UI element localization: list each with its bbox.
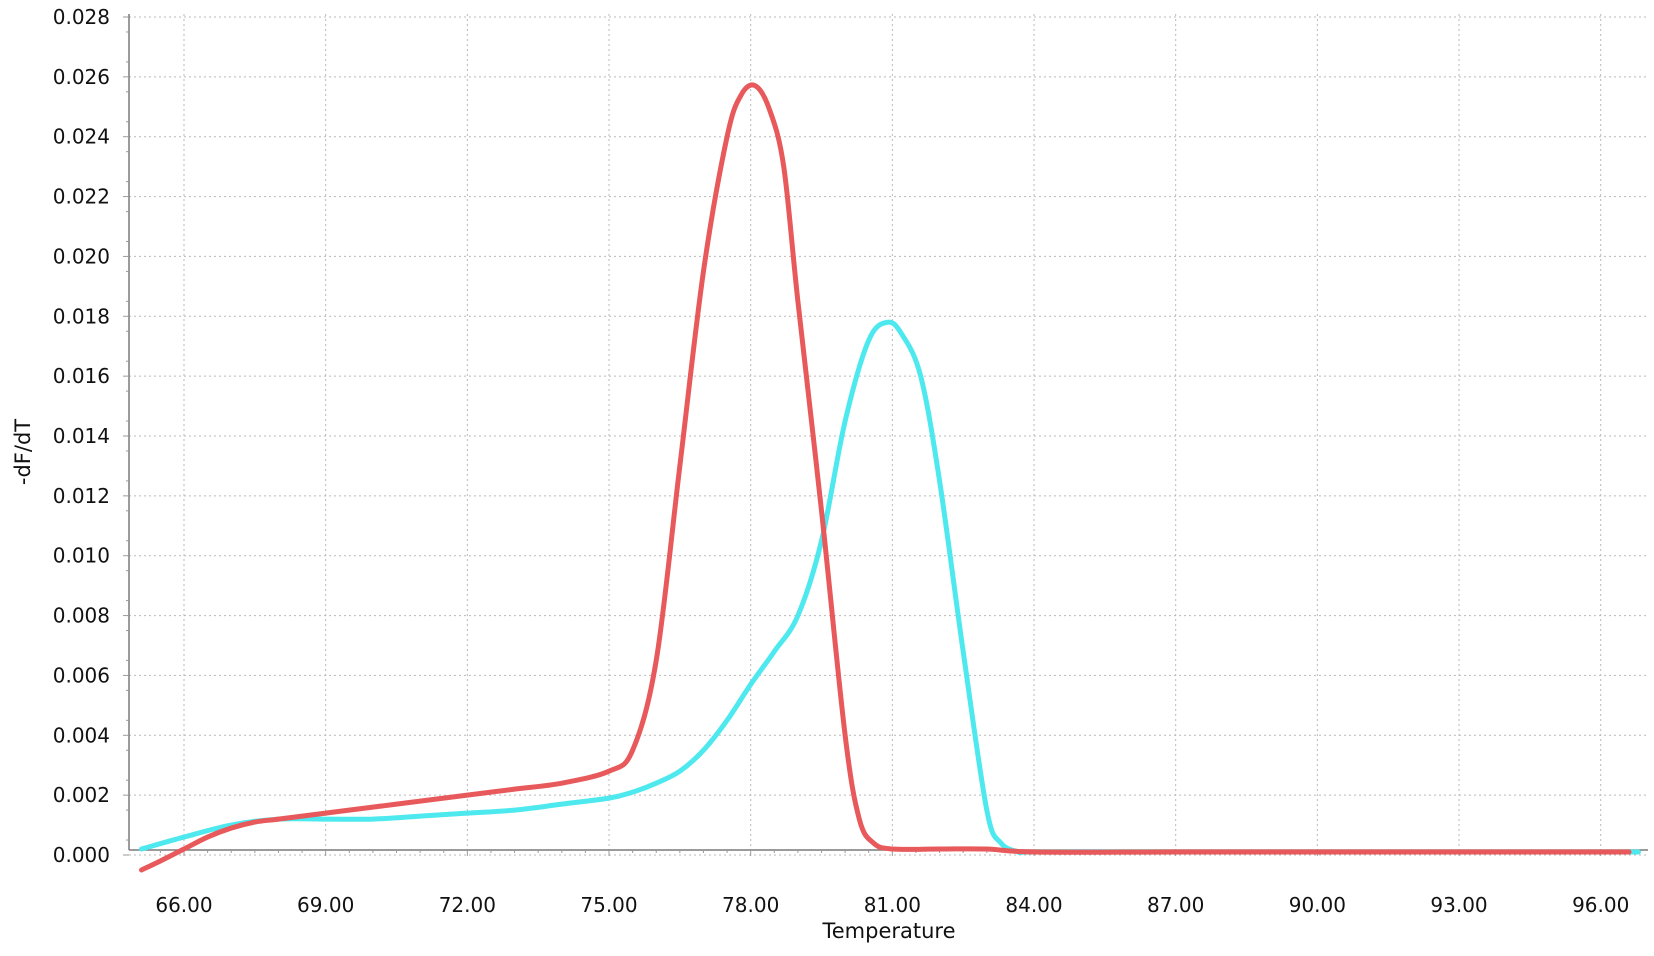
x-tick-label: 69.00 bbox=[297, 893, 354, 917]
y-tick-label: 0.002 bbox=[53, 783, 110, 807]
x-tick-label: 78.00 bbox=[722, 893, 779, 917]
gridlines bbox=[129, 14, 1648, 856]
y-tick-label: 0.020 bbox=[53, 244, 110, 268]
x-tick-label: 84.00 bbox=[1005, 893, 1062, 917]
y-tick-label: 0.022 bbox=[53, 185, 110, 209]
y-tick-label: 0.004 bbox=[53, 723, 110, 747]
y-axis-title: -dF/dT bbox=[11, 419, 35, 485]
y-tick-label: 0.018 bbox=[53, 304, 110, 328]
x-tick-label: 87.00 bbox=[1147, 893, 1204, 917]
y-tick-label: 0.024 bbox=[53, 125, 110, 149]
series-lines bbox=[139, 82, 1641, 873]
x-axis-title: Temperature bbox=[821, 919, 955, 943]
x-tick-label: 66.00 bbox=[155, 893, 212, 917]
x-tick-label: 93.00 bbox=[1430, 893, 1487, 917]
x-tick-label: 90.00 bbox=[1289, 893, 1346, 917]
x-tick-label: 72.00 bbox=[439, 893, 496, 917]
x-tick-labels: 66.00 69.00 72.00 75.00 78.00 81.00 84.00 87.00… bbox=[155, 893, 1629, 917]
y-tick-label: 0.000 bbox=[53, 843, 110, 867]
x-tick-label: 96.00 bbox=[1572, 893, 1629, 917]
y-tick-labels: 0.000 0.002 0.004 0.006 0.008 0.010 0.012 0.014… bbox=[53, 5, 110, 867]
x-tick-label: 81.00 bbox=[864, 893, 921, 917]
y-tick-label: 0.012 bbox=[53, 484, 110, 508]
y-tick-label: 0.008 bbox=[53, 604, 110, 628]
y-tick-label: 0.006 bbox=[53, 663, 110, 687]
y-tick-label: 0.028 bbox=[53, 5, 110, 29]
y-tick-label: 0.026 bbox=[53, 65, 110, 89]
y-tick-label: 0.014 bbox=[53, 424, 110, 448]
x-tick-label: 75.00 bbox=[580, 893, 637, 917]
y-tick-label: 0.016 bbox=[53, 364, 110, 388]
y-tick-label: 0.010 bbox=[53, 544, 110, 568]
series-line-0 bbox=[139, 82, 1632, 873]
